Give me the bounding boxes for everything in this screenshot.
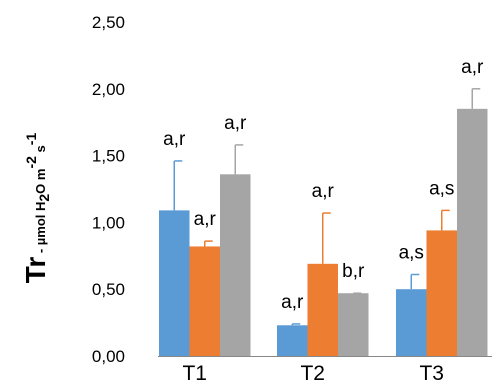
x-category-label: T3 (419, 362, 444, 385)
y-axis-title-unit-b: O m (33, 169, 48, 194)
y-tick-label: 2,50 (92, 13, 125, 32)
y-axis-title-unit-c: s (33, 145, 48, 156)
bar (220, 174, 251, 356)
y-axis-title-sub-2: 2 (36, 194, 52, 202)
y-axis-title-main: Tr (20, 257, 51, 284)
y-axis-title-exp2: -1 (23, 133, 39, 146)
bar (426, 230, 457, 356)
y-axis-ticks: 0,00 0,50 1,00 1,50 2,00 2,50 (92, 13, 125, 366)
bar (307, 263, 338, 356)
error-bars (173, 88, 481, 326)
bar (396, 289, 427, 356)
x-category-label: T2 (300, 362, 325, 385)
significance-label: a,r (163, 129, 186, 150)
y-axis-title: Tr - µmol H2O m-2 s-1 (20, 133, 52, 284)
y-tick-label: 0,00 (92, 347, 125, 366)
bar (457, 108, 488, 356)
bars (159, 108, 488, 356)
significance-label: a,r (224, 113, 247, 134)
significance-label: a,r (194, 209, 217, 230)
significance-label: b,r (342, 261, 365, 282)
significance-label: a,r (461, 57, 484, 78)
y-axis-title-exp1: -2 (23, 156, 39, 169)
y-tick-label: 1,50 (92, 147, 125, 166)
bar (159, 210, 190, 356)
significance-label: a,s (429, 178, 454, 199)
significance-label: a,r (312, 181, 335, 202)
significance-label: a,r (281, 292, 304, 313)
y-axis-title-unit: µmol H (33, 202, 48, 246)
y-tick-label: 1,00 (92, 213, 125, 232)
significance-label: a,s (399, 243, 424, 264)
bar (277, 325, 308, 356)
y-tick-label: 2,00 (92, 80, 125, 99)
bar (189, 246, 220, 356)
x-category-label: T1 (182, 362, 207, 385)
significance-labels: a,r a,r a,s a,r a,r a,s a,r b,r a,r (163, 57, 484, 313)
x-axis-categories: T1 T2 T3 (182, 362, 444, 385)
y-tick-label: 0,50 (92, 280, 125, 299)
bar (338, 293, 369, 356)
y-axis-title-dash: - (33, 245, 48, 257)
